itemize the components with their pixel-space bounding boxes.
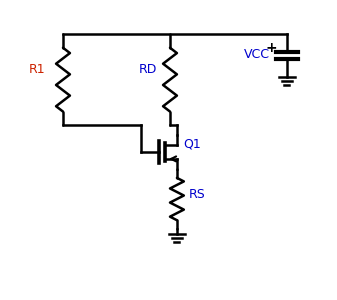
Text: RS: RS	[189, 188, 206, 201]
Text: +: +	[265, 41, 277, 55]
Text: VCC: VCC	[244, 48, 270, 62]
Text: Q1: Q1	[183, 138, 201, 151]
Text: RD: RD	[139, 63, 157, 76]
Text: R1: R1	[29, 63, 45, 76]
